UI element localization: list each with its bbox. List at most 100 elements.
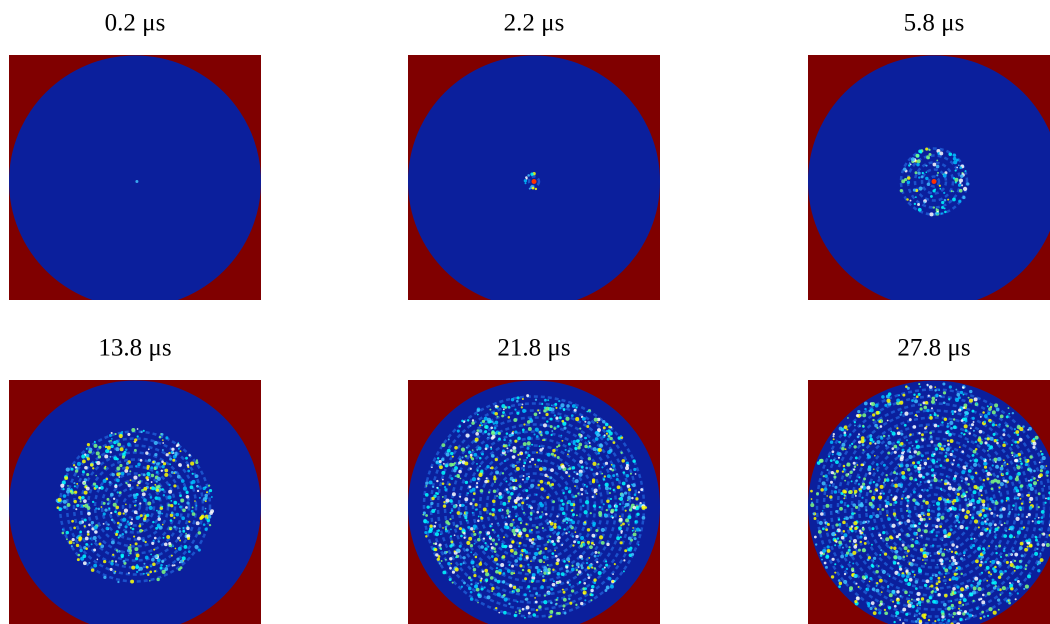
- speckle: [561, 544, 564, 546]
- speckle: [568, 475, 571, 478]
- speckle: [469, 590, 473, 594]
- speckle: [591, 478, 596, 482]
- speckle: [541, 526, 544, 530]
- speckle: [583, 581, 587, 585]
- speckle: [986, 518, 989, 521]
- speckle: [78, 495, 82, 500]
- speckle: [155, 470, 159, 474]
- speckle: [139, 502, 142, 505]
- speckle: [847, 417, 849, 419]
- speckle: [972, 580, 975, 583]
- speckle: [169, 528, 172, 531]
- speckle: [521, 403, 524, 406]
- speckle: [941, 612, 945, 616]
- speckle: [508, 602, 511, 606]
- speckle: [590, 541, 594, 545]
- speckle: [1025, 459, 1028, 462]
- speckle: [893, 620, 896, 624]
- speckle: [60, 507, 63, 510]
- speckle: [857, 440, 862, 444]
- speckle: [946, 439, 950, 442]
- speckle: [954, 525, 958, 528]
- speckle: [855, 582, 858, 585]
- speckle: [589, 512, 592, 515]
- speckle: [934, 573, 938, 578]
- speckle: [521, 428, 525, 432]
- speckle: [1039, 558, 1044, 562]
- speckle: [156, 476, 161, 481]
- speckle: [833, 475, 837, 479]
- speckle: [863, 401, 868, 406]
- speckle: [136, 484, 139, 487]
- speckle: [474, 437, 479, 442]
- speckle: [592, 504, 597, 508]
- speckle: [580, 557, 584, 560]
- speckle: [531, 578, 535, 583]
- speckle: [1002, 433, 1006, 437]
- speckle: [986, 579, 989, 582]
- speckle: [906, 495, 910, 499]
- speckle: [98, 542, 102, 546]
- speckle: [511, 528, 516, 533]
- speckle: [541, 402, 544, 405]
- speckle: [825, 528, 829, 532]
- speckle: [826, 495, 829, 497]
- speckle: [1005, 424, 1008, 427]
- speckle: [887, 392, 892, 396]
- speckle: [904, 177, 908, 182]
- speckle: [122, 559, 126, 563]
- speckle: [433, 525, 437, 528]
- speckle: [484, 447, 488, 451]
- speckle: [543, 438, 546, 442]
- speckle: [912, 558, 915, 562]
- speckle: [179, 505, 182, 509]
- speckle: [606, 437, 610, 441]
- speckle: [571, 520, 576, 525]
- speckle: [853, 545, 858, 549]
- speckle: [490, 454, 495, 458]
- speckle: [587, 457, 592, 461]
- speckle: [886, 419, 889, 422]
- speckle: [888, 575, 891, 578]
- speckle: [943, 191, 946, 194]
- speckle: [442, 504, 447, 508]
- speckle: [502, 443, 505, 446]
- speckle: [918, 522, 921, 525]
- speckle: [126, 549, 131, 553]
- speckle: [912, 425, 917, 429]
- speckle: [117, 442, 122, 447]
- speckle: [493, 550, 497, 553]
- speckle: [911, 571, 914, 574]
- speckle: [168, 489, 173, 494]
- speckle: [495, 569, 499, 574]
- speckle: [1015, 516, 1020, 521]
- speckle: [588, 445, 592, 448]
- speckle: [512, 430, 514, 433]
- speckle: [897, 463, 900, 466]
- speckle: [837, 440, 841, 444]
- speckle: [449, 518, 452, 521]
- speckle: [174, 547, 177, 550]
- speckle: [497, 522, 499, 525]
- speckle: [444, 488, 448, 492]
- speckle: [859, 535, 863, 539]
- speckle: [477, 582, 479, 585]
- speckle: [575, 534, 579, 539]
- speckle: [858, 425, 861, 428]
- speckle: [991, 500, 995, 504]
- speckle: [575, 514, 578, 517]
- speckle: [106, 497, 110, 501]
- speckle: [522, 548, 526, 552]
- speckle: [927, 394, 930, 397]
- speckle: [907, 571, 911, 576]
- speckle: [579, 427, 582, 430]
- speckle: [465, 548, 469, 552]
- speckle: [138, 524, 142, 528]
- speckle: [891, 479, 894, 482]
- speckle: [948, 433, 952, 436]
- speckle: [1044, 501, 1047, 504]
- speckle: [486, 531, 491, 535]
- speckle: [838, 523, 842, 526]
- speckle: [622, 522, 625, 526]
- wave-ring: [478, 451, 590, 562]
